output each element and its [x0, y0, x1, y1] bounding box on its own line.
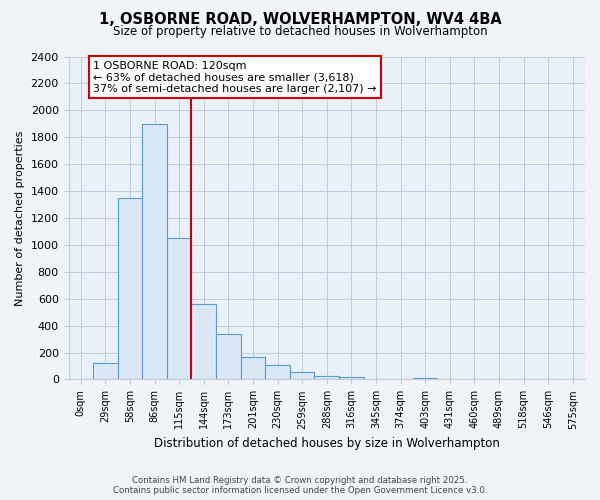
Text: 1, OSBORNE ROAD, WOLVERHAMPTON, WV4 4BA: 1, OSBORNE ROAD, WOLVERHAMPTON, WV4 4BA	[98, 12, 502, 28]
Bar	[265, 366, 290, 380]
Bar	[560, 379, 585, 380]
Y-axis label: Number of detached properties: Number of detached properties	[15, 130, 25, 306]
Bar	[339, 377, 364, 380]
Bar	[216, 334, 241, 380]
Text: Size of property relative to detached houses in Wolverhampton: Size of property relative to detached ho…	[113, 25, 487, 38]
Bar	[118, 198, 142, 380]
Bar	[511, 379, 536, 380]
Bar	[314, 376, 339, 380]
Bar	[142, 124, 167, 380]
Bar	[290, 372, 314, 380]
Text: 1 OSBORNE ROAD: 120sqm
← 63% of detached houses are smaller (3,618)
37% of semi-: 1 OSBORNE ROAD: 120sqm ← 63% of detached…	[93, 60, 377, 94]
Bar	[413, 378, 437, 380]
Text: Contains HM Land Registry data © Crown copyright and database right 2025.
Contai: Contains HM Land Registry data © Crown c…	[113, 476, 487, 495]
Bar	[93, 362, 118, 380]
Bar	[167, 238, 191, 380]
Bar	[191, 304, 216, 380]
Bar	[241, 357, 265, 380]
X-axis label: Distribution of detached houses by size in Wolverhampton: Distribution of detached houses by size …	[154, 437, 500, 450]
